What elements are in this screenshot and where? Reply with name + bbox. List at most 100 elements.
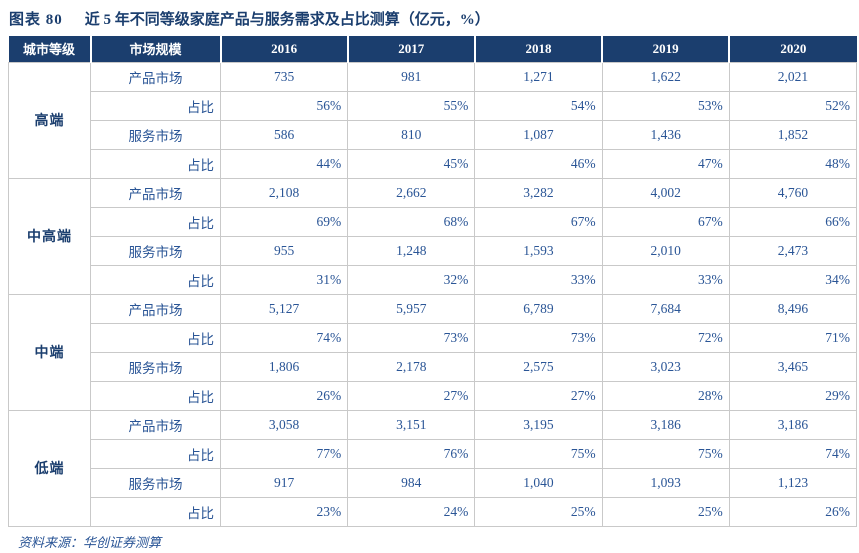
row-label: 占比 — [90, 496, 221, 527]
row-label: 占比 — [90, 322, 221, 353]
market-value: 2,662 — [347, 177, 476, 208]
table-row: 高端 产品市场 735 981 1,271 1,622 2,021 — [8, 61, 858, 179]
row-label: 占比 — [90, 380, 221, 411]
market-value: 3,186 — [728, 409, 858, 440]
table-row: 中高端 产品市场 2,108 2,662 3,282 4,002 4,760 — [8, 177, 858, 295]
market-value: 8,496 — [728, 293, 858, 324]
column-header: 2018 — [474, 36, 604, 62]
table-row: 占比 74% 73% 73% 72% 71% — [9, 322, 858, 353]
table-row: 占比 44% 45% 46% 47% 48% — [9, 148, 858, 179]
market-value: 3,195 — [474, 409, 603, 440]
market-value: 3,186 — [601, 409, 730, 440]
market-value: 4,002 — [601, 177, 730, 208]
table-row: 占比 26% 27% 27% 28% 29% — [9, 380, 858, 411]
ratio-value: 31% — [219, 264, 349, 295]
market-value: 2,108 — [219, 177, 349, 208]
ratio-value: 46% — [474, 148, 603, 179]
ratio-value: 25% — [601, 496, 730, 527]
ratio-value: 47% — [601, 148, 730, 179]
table-row: 服务市场 1,806 2,178 2,575 3,023 3,465 — [9, 351, 858, 382]
ratio-value: 69% — [219, 206, 349, 237]
figure-title-text: 近 5 年不同等级家庭产品与服务需求及占比测算（亿元，%） — [84, 12, 490, 28]
table-row: 占比 56% 55% 54% 53% 52% — [9, 90, 858, 121]
market-value: 2,010 — [601, 235, 730, 266]
table-body: 高端 产品市场 735 981 1,271 1,622 2,021 占比 56% 55% 54% 53… — [8, 61, 858, 527]
row-label: 占比 — [90, 206, 221, 237]
ratio-value: 27% — [347, 380, 476, 411]
market-value: 5,127 — [219, 293, 349, 324]
row-label: 服务市场 — [90, 235, 221, 266]
ratio-value: 27% — [474, 380, 603, 411]
row-label: 服务市场 — [90, 119, 221, 150]
market-value: 1,093 — [601, 467, 730, 498]
tier-label: 高端 — [8, 61, 91, 179]
market-value: 1,806 — [219, 351, 349, 382]
market-value: 735 — [219, 61, 349, 92]
market-value: 984 — [347, 467, 476, 498]
ratio-value: 72% — [601, 322, 730, 353]
column-header: 2016 — [220, 36, 349, 62]
ratio-value: 33% — [601, 264, 730, 295]
market-value: 810 — [347, 119, 476, 150]
figure-number: 图表 80 — [9, 12, 63, 28]
ratio-value: 71% — [728, 322, 858, 353]
source-note: 资料来源：华创证券测算 — [18, 534, 162, 550]
market-value: 3,023 — [601, 351, 730, 382]
ratio-value: 52% — [728, 90, 858, 121]
figure-title: 图表 80 近 5 年不同等级家庭产品与服务需求及占比测算（亿元，%） — [0, 0, 859, 36]
ratio-value: 68% — [347, 206, 476, 237]
market-value: 2,178 — [347, 351, 476, 382]
row-label: 占比 — [90, 264, 221, 295]
ratio-value: 55% — [347, 90, 476, 121]
market-value: 981 — [347, 61, 476, 92]
ratio-value: 66% — [728, 206, 858, 237]
table-row: 中端 产品市场 5,127 5,957 6,789 7,684 8,496 — [8, 293, 858, 411]
ratio-value: 32% — [347, 264, 476, 295]
row-label: 占比 — [90, 438, 221, 469]
row-label: 产品市场 — [90, 61, 221, 92]
market-value: 3,282 — [474, 177, 603, 208]
market-value: 586 — [219, 119, 349, 150]
table-row: 服务市场 955 1,248 1,593 2,010 2,473 — [9, 235, 858, 266]
market-value: 1,271 — [474, 61, 603, 92]
ratio-value: 53% — [601, 90, 730, 121]
ratio-value: 74% — [219, 322, 349, 353]
row-label: 占比 — [90, 148, 221, 179]
ratio-value: 24% — [347, 496, 476, 527]
market-value: 6,789 — [474, 293, 603, 324]
ratio-value: 44% — [219, 148, 349, 179]
ratio-value: 75% — [474, 438, 603, 469]
ratio-value: 76% — [347, 438, 476, 469]
table-row: 占比 77% 76% 75% 75% 74% — [9, 438, 858, 469]
ratio-value: 73% — [474, 322, 603, 353]
market-value: 1,622 — [601, 61, 730, 92]
market-value: 7,684 — [601, 293, 730, 324]
column-header: 2019 — [602, 36, 731, 62]
column-header: 市场规模 — [90, 36, 222, 62]
ratio-value: 56% — [219, 90, 349, 121]
ratio-value: 48% — [728, 148, 858, 179]
column-header: 2017 — [347, 36, 476, 62]
market-value: 917 — [219, 467, 349, 498]
table-row: 占比 69% 68% 67% 67% 66% — [9, 206, 858, 237]
column-header: 2020 — [729, 36, 857, 62]
ratio-value: 25% — [474, 496, 603, 527]
market-value: 3,058 — [219, 409, 349, 440]
column-header: 城市等级 — [8, 36, 92, 62]
market-value: 1,248 — [347, 235, 476, 266]
table-row: 服务市场 917 984 1,040 1,093 1,123 — [9, 467, 858, 498]
ratio-value: 75% — [601, 438, 730, 469]
market-value: 3,465 — [728, 351, 858, 382]
market-value: 5,957 — [347, 293, 476, 324]
ratio-value: 28% — [601, 380, 730, 411]
table-row: 服务市场 586 810 1,087 1,436 1,852 — [9, 119, 858, 150]
ratio-value: 73% — [347, 322, 476, 353]
row-label: 产品市场 — [90, 293, 221, 324]
table-row: 占比 31% 32% 33% 33% 34% — [9, 264, 858, 295]
row-label: 服务市场 — [90, 351, 221, 382]
market-value: 1,087 — [474, 119, 603, 150]
ratio-value: 26% — [219, 380, 349, 411]
table-row: 占比 23% 24% 25% 25% 26% — [9, 496, 858, 527]
tier-label: 中高端 — [8, 177, 91, 295]
